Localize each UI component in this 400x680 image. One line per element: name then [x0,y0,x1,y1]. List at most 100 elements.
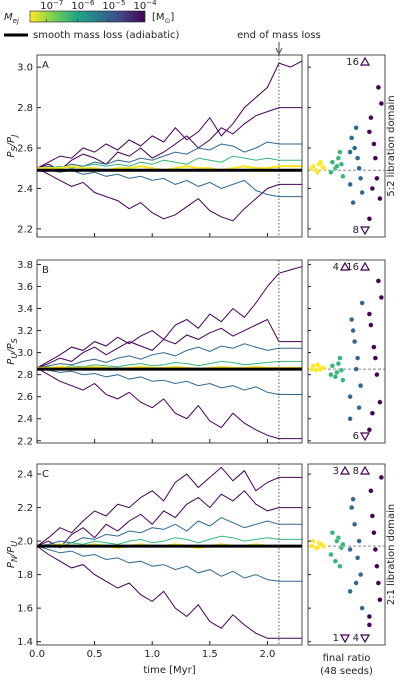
trajectory [37,60,302,169]
final-area [308,474,385,628]
x-tick-label: 2.0 [259,649,275,660]
final-point [366,216,372,222]
plot-area [37,466,302,639]
final-point [377,597,383,603]
final-point [334,369,340,375]
final-point [328,551,334,558]
overflow-marker [359,634,371,644]
y-tick-label: 3.6 [17,282,33,293]
final-point [347,149,353,155]
y-tick-label: 2.8 [17,103,33,114]
final-point [328,169,334,175]
final-point [372,355,378,361]
ylabel-p: P [6,561,17,568]
final-point [353,125,359,131]
final-point [350,200,356,206]
final-point [368,488,374,494]
final-point [371,344,377,350]
domain-label: 2:1 libration domain [386,504,397,605]
final-point [369,513,375,519]
legend-text: smooth mass loss (adiabatic) [33,30,180,41]
trajectory [37,167,302,198]
final-point [366,622,372,628]
overflow-count: 6 [353,431,359,442]
final-point [355,355,361,361]
final-point [375,84,381,90]
tick-exp: −7 [53,0,63,7]
ylabel-sub: N [10,556,19,562]
y-tick-label: 1.4 [17,637,33,648]
ylabel-sub: S [10,338,19,343]
y-tick-label: 2.8 [17,370,33,381]
final-point [347,588,353,594]
overflow-count: 16 [346,57,359,68]
tick-base: 10 [134,1,147,12]
overflow-count: 4 [353,633,359,644]
y-tick-label: 3.2 [17,326,33,337]
y-tick-label: 2.2 [17,224,33,235]
tick-exp: −4 [146,0,157,7]
overflow-marker [359,56,371,66]
final-point [328,372,334,378]
unit-sub: ⊙ [165,17,171,25]
final-point [377,399,383,405]
final-point [334,538,340,544]
final-point [349,505,355,511]
y-tick-label: 1.6 [17,604,33,615]
x-tick-label: 0.5 [87,649,103,660]
plot-area [37,266,302,440]
y-tick-label: 3.0 [17,348,33,359]
y-tick-label: 2.2 [17,503,33,514]
x-axis-label: time [Myr] [143,665,195,676]
y-tick-label: 2.4 [17,184,33,195]
final-point [332,374,338,380]
final-point [378,474,384,480]
ylabel-sub: U [10,353,19,359]
overflow-marker [359,226,371,236]
final-point [372,546,378,553]
final-point [350,496,356,502]
final-area [308,278,385,433]
final-point [372,155,378,161]
final-point [347,394,353,400]
final-point [353,366,359,372]
final-point [337,563,343,569]
final-point [356,538,362,544]
y-tick-label: 2.0 [17,537,33,548]
final-point [371,141,377,147]
end-annotation: end of mass loss [237,30,321,41]
final-point [318,366,324,372]
overflow-count: 8 [353,466,359,477]
tick-exp: −6 [84,0,95,7]
ylabel-p: P [6,358,17,365]
y-tick-label: 3.0 [17,63,33,74]
ylabel-slash: / [6,141,17,147]
final-point [377,196,383,202]
y-tick-label: 3.8 [17,260,33,271]
final-point [347,416,353,422]
y-tick-label: 2.4 [17,414,33,425]
tick-exp: −5 [115,0,125,7]
overflow-marker [359,465,371,475]
final-point [315,169,321,175]
final-point [355,555,361,561]
final-point [347,181,353,187]
axes-frame [307,259,386,444]
final-point [318,159,324,165]
final-point [359,189,365,196]
final-point [335,361,341,367]
trajectory [37,266,302,369]
trajectory [37,360,302,369]
x-tick-label: 1.5 [202,649,218,660]
final-point [340,173,346,179]
ylabel-p: P [6,546,17,553]
panel-label: C [42,469,49,480]
ylabel-p: P [6,136,17,143]
panel-label: B [42,265,49,276]
final-point [310,538,316,544]
final-point [369,410,375,416]
final-point [315,362,321,368]
y-axis-label: PS/PJ [6,134,19,158]
ylabel-sub: J [10,134,19,139]
label-main: M [4,12,13,23]
